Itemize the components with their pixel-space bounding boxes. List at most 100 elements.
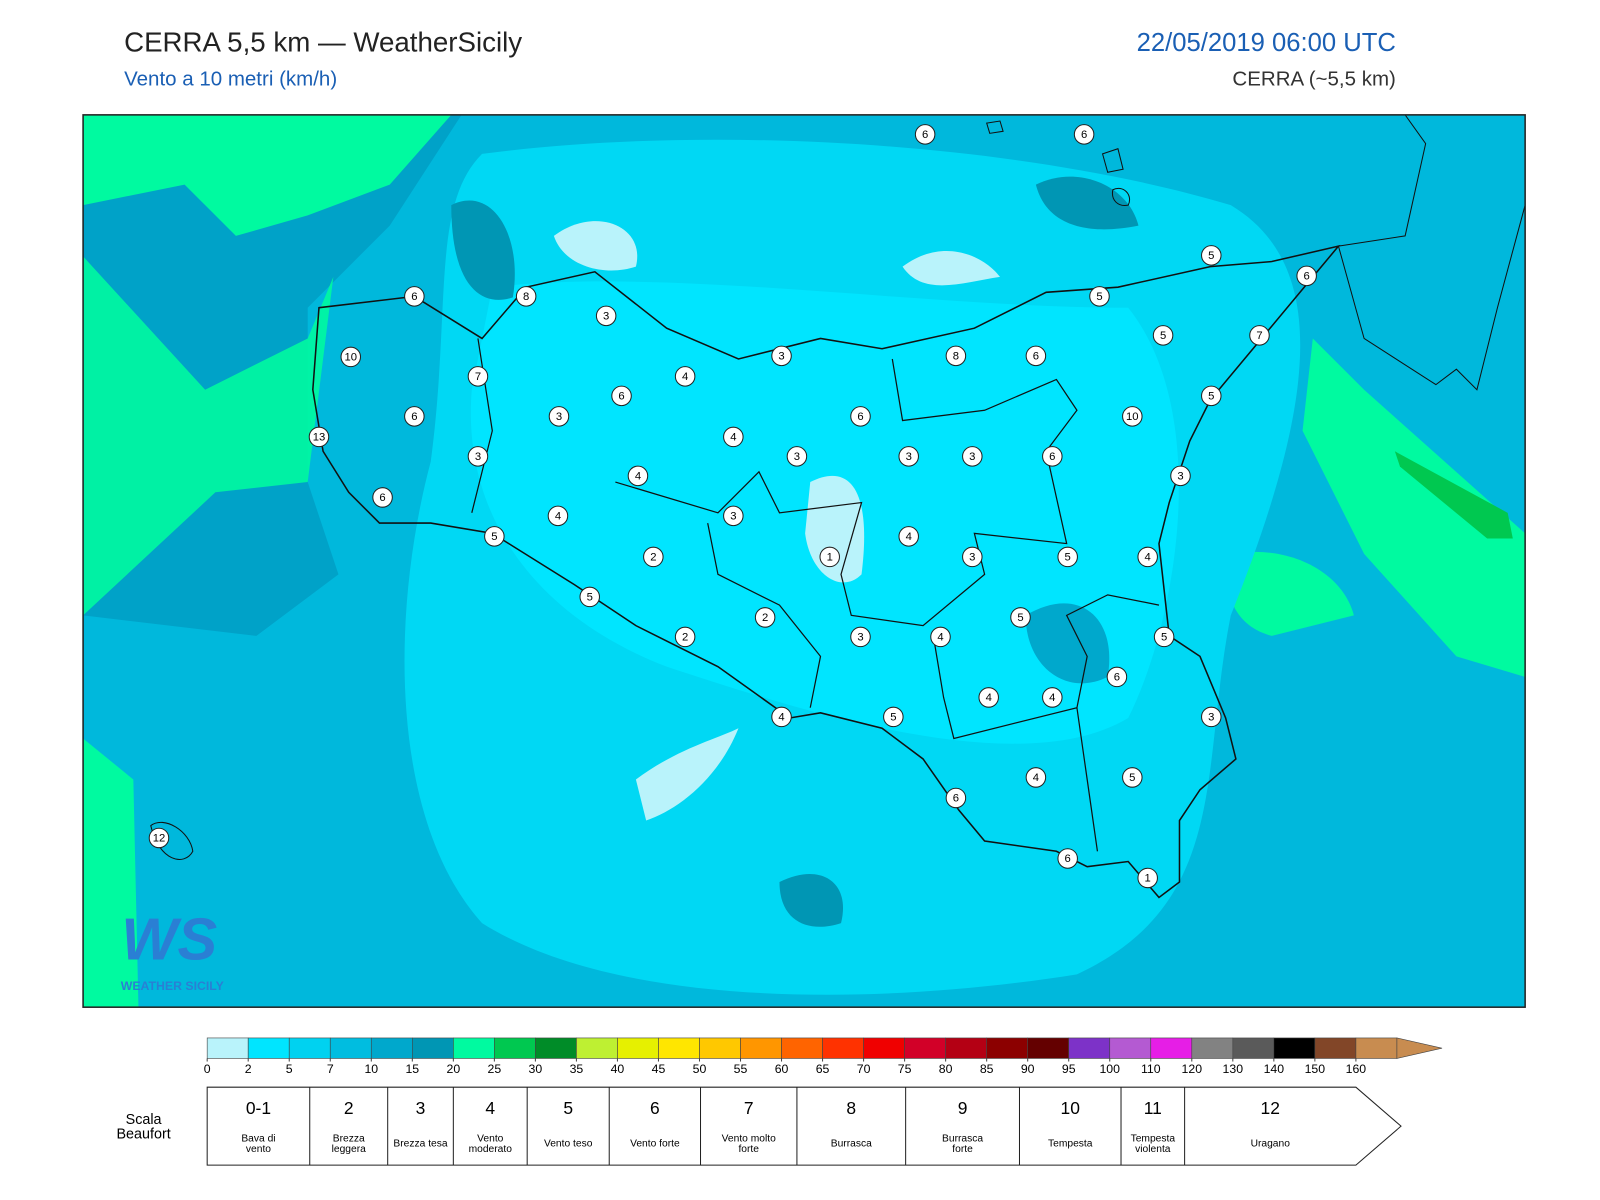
station-value: 5: [1161, 631, 1167, 643]
station-value: 4: [1049, 692, 1055, 704]
colorbar-segment: [863, 1037, 905, 1059]
colorbar-segment: [535, 1037, 577, 1059]
colorbar-segment: [1068, 1037, 1111, 1059]
colorbar-tick-label: 60: [775, 1062, 789, 1076]
colorbar-segment: [206, 1037, 249, 1059]
beaufort-force: 4: [485, 1098, 496, 1118]
station-marker: [595, 305, 617, 327]
beaufort-name: Tempesta violenta: [1130, 1133, 1176, 1155]
station-marker: [1057, 848, 1078, 869]
station-value: 4: [682, 371, 688, 383]
colorbar: 0 2 5 7 10 15 20 25 30 35 40 45 50 55 60 65 70 75 80 85 90 95…: [204, 1037, 1443, 1076]
station-marker: [850, 406, 871, 427]
beaufort-name: Vento molto forte: [721, 1133, 776, 1155]
station-marker: [1152, 325, 1174, 346]
colorbar-segment: [1314, 1037, 1357, 1059]
station-marker: [1122, 406, 1143, 427]
station-value: 5: [1017, 612, 1023, 624]
beaufort-name: Burrasca forte: [942, 1133, 984, 1155]
station-marker: [308, 426, 330, 448]
station-marker: [898, 446, 919, 467]
station-value: 5: [587, 591, 593, 603]
station-marker: [404, 406, 425, 427]
station-marker: [1296, 265, 1317, 287]
station-value: 6: [411, 411, 417, 423]
station-value: 7: [475, 371, 481, 383]
station-value: 3: [603, 310, 609, 322]
station-marker: [1137, 867, 1158, 889]
station-marker: [674, 366, 696, 387]
station-marker: [1089, 286, 1110, 307]
station-marker: [1201, 245, 1222, 266]
model: CERRA (~5,5 km): [1232, 67, 1395, 90]
colorbar-tick-label: 75: [898, 1062, 912, 1076]
station-value: 2: [682, 631, 688, 643]
datetime: 22/05/2019 06:00 UTC: [1137, 29, 1396, 57]
station-value: 4: [555, 510, 561, 522]
colorbar-segment: [1150, 1037, 1193, 1059]
colorbar-tick-label: 120: [1182, 1062, 1203, 1076]
colorbar-segment: [740, 1037, 782, 1059]
colorbar-segment: [699, 1037, 741, 1059]
beaufort-name: Vento moderato: [468, 1133, 512, 1155]
station-marker: [1122, 767, 1143, 788]
colorbar-tick-label: 130: [1223, 1062, 1244, 1076]
station-marker: [1249, 325, 1270, 346]
station-marker: [643, 546, 664, 568]
colorbar-segment: [945, 1037, 987, 1059]
station-value: 1: [1145, 872, 1151, 884]
station-marker: [1025, 345, 1047, 367]
station-value: 6: [1033, 350, 1039, 362]
station-marker: [1137, 546, 1158, 568]
station-value: 8: [953, 350, 959, 362]
beaufort-columns: [309, 1087, 1186, 1166]
station-marker: [850, 626, 871, 648]
station-value: 6: [1065, 853, 1071, 865]
station-marker: [723, 426, 744, 448]
station-marker: [579, 586, 600, 608]
station-value: 5: [1160, 330, 1166, 342]
station-value: 3: [475, 451, 481, 463]
station-marker: [404, 286, 425, 307]
colorbar-tick-label: 110: [1141, 1062, 1161, 1076]
station-marker: [1042, 446, 1063, 467]
station-value: 10: [1126, 411, 1139, 423]
colorbar-segment: [576, 1037, 618, 1059]
beaufort-name: Vento forte: [630, 1138, 680, 1150]
beaufort-force: 10: [1060, 1098, 1080, 1118]
station-value: 3: [556, 411, 562, 423]
station-value: 3: [794, 451, 800, 463]
station-value: 4: [937, 631, 943, 643]
beaufort-name: Bava di vento: [241, 1133, 276, 1155]
station-marker: [1073, 124, 1095, 145]
beaufort-name: Burrasca: [830, 1138, 872, 1150]
station-marker: [1170, 465, 1191, 487]
station-value: 2: [762, 612, 768, 624]
colorbar-tick-label: 70: [857, 1062, 871, 1076]
beaufort-force: 9: [957, 1098, 968, 1118]
station-value: 6: [379, 492, 385, 504]
colorbar-tick-label: 2: [245, 1062, 252, 1076]
station-marker: [1057, 546, 1078, 568]
colorbar-segment: [1027, 1037, 1070, 1059]
station-marker: [1106, 666, 1128, 688]
station-value: 10: [345, 351, 358, 363]
station-value: 6: [411, 291, 417, 303]
colorbar-segment: [494, 1037, 536, 1059]
station-marker: [723, 505, 744, 527]
beaufort-name: Uragano: [1250, 1138, 1290, 1150]
beaufort-name: Tempesta: [1048, 1138, 1093, 1150]
station-value: 5: [1208, 250, 1214, 262]
station-value: 2: [650, 551, 656, 563]
colorbar-tick-label: 55: [734, 1062, 748, 1076]
wind-field: WS WEATHER SICILY: [83, 114, 1526, 1008]
beaufort-force: 7: [743, 1098, 754, 1118]
colorbar-tick-label: 95: [1062, 1062, 1076, 1076]
colorbar-tick-label: 25: [488, 1062, 502, 1076]
colorbar-tick-label: 50: [693, 1062, 707, 1076]
colorbar-tick-label: 160: [1346, 1062, 1367, 1076]
station-value: 5: [1208, 390, 1214, 402]
beaufort-force: 3: [415, 1098, 426, 1118]
beaufort-force: 8: [846, 1098, 857, 1118]
